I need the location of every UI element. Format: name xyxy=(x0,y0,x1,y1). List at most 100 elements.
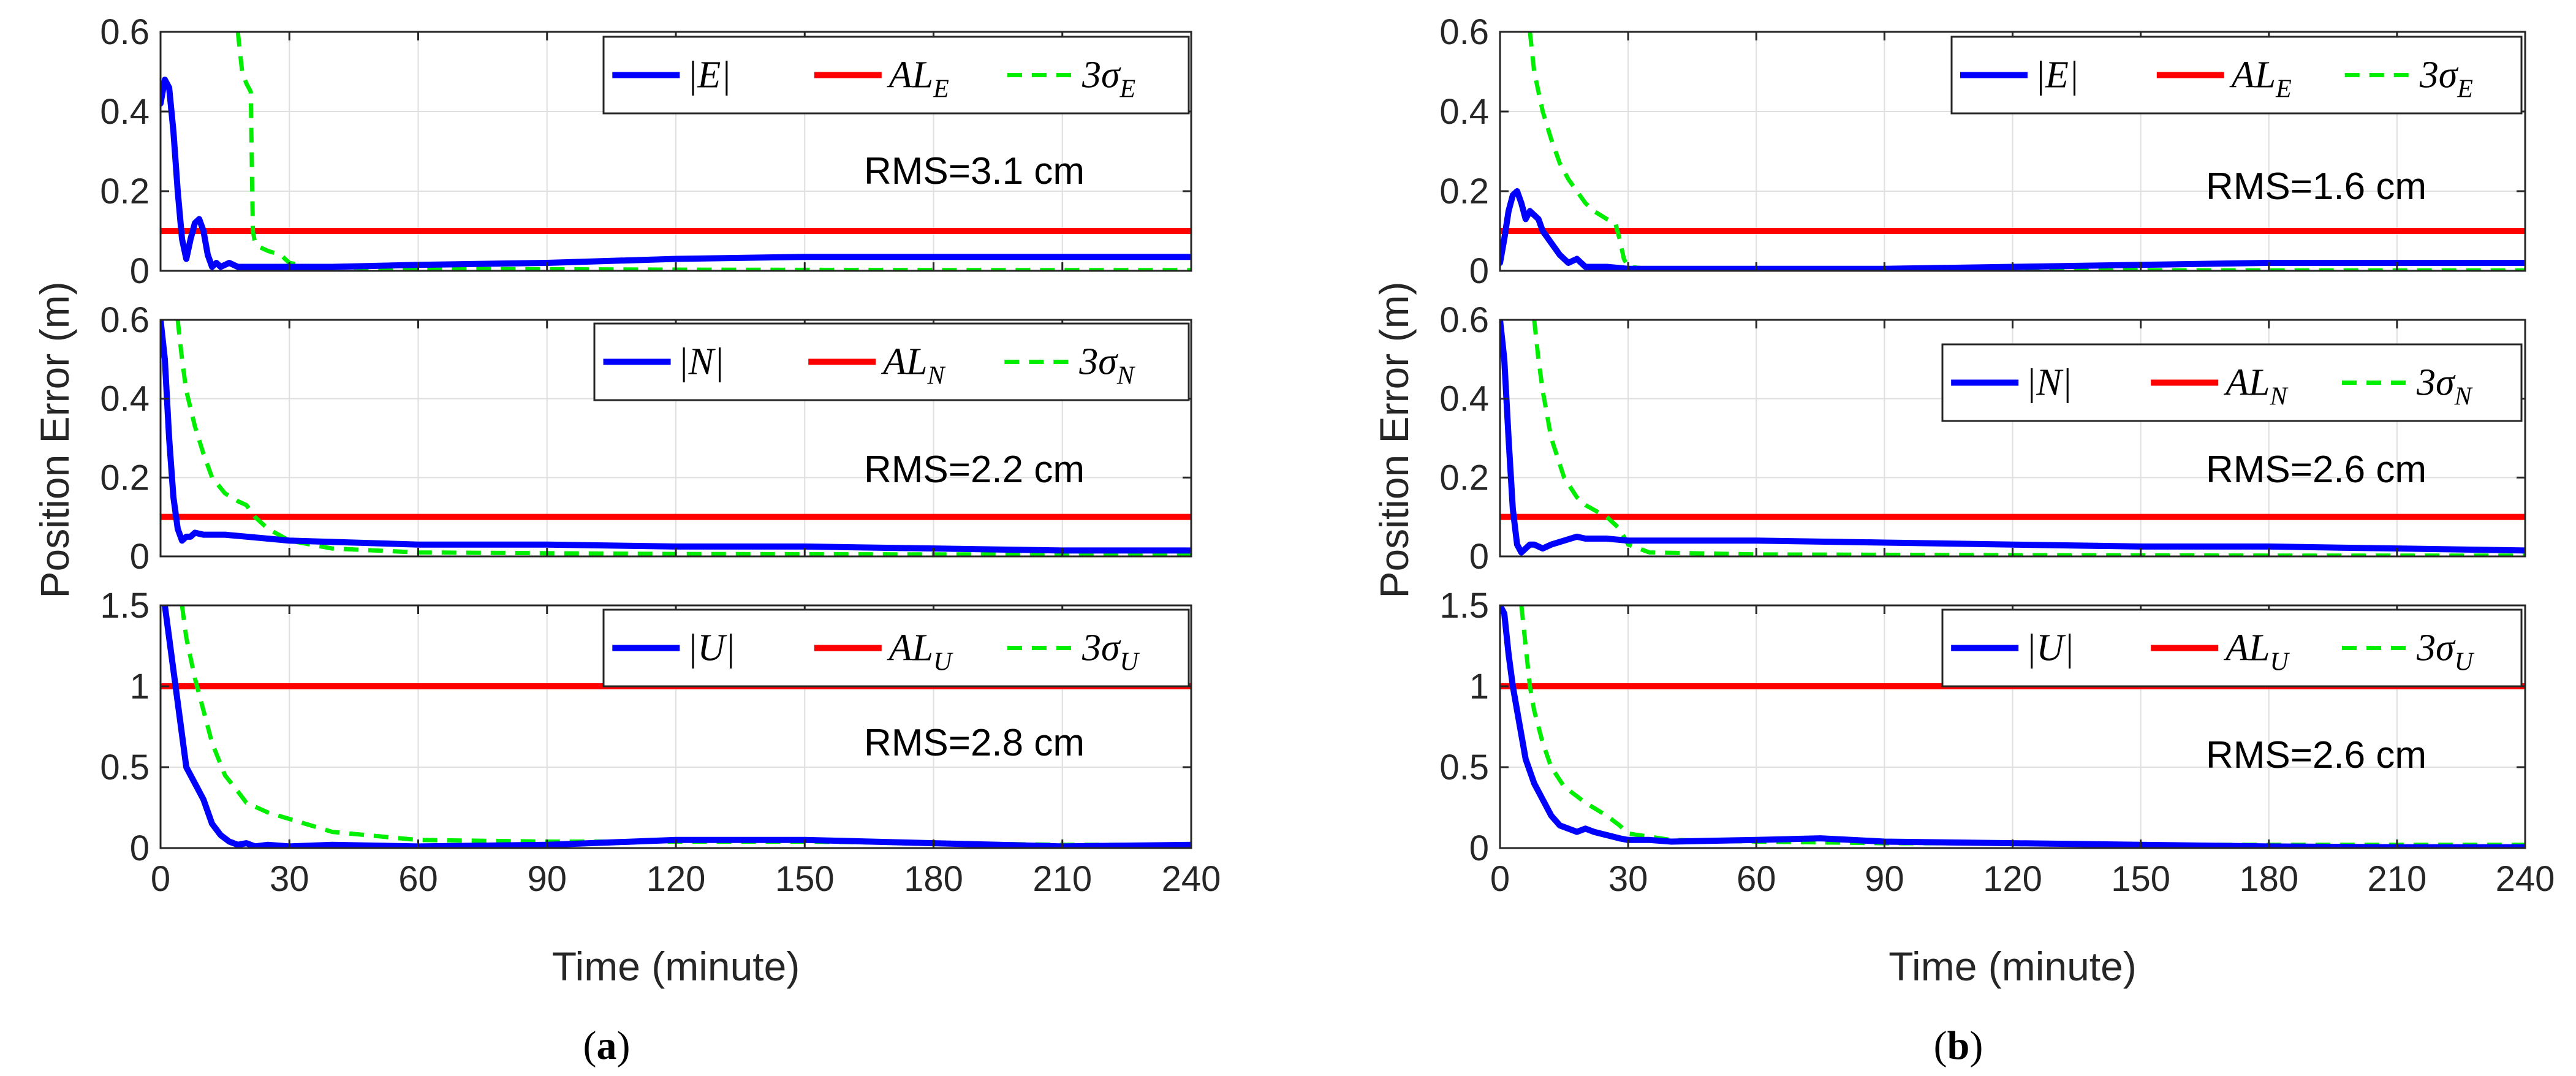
y-tick-label: 0.6 xyxy=(100,12,150,52)
sigma-series-line xyxy=(175,320,1191,556)
x-tick-label: 60 xyxy=(1737,859,1776,899)
legend: |N| ALN 3σN xyxy=(1941,343,2523,422)
legend-alert-limit-label: ALN xyxy=(2223,362,2288,411)
legend-sigma-label: 3σN xyxy=(2416,362,2473,411)
caption-letter: b xyxy=(1947,1023,1970,1068)
x-tick-label: 150 xyxy=(775,859,835,899)
legend-alert-limit-sub: N xyxy=(927,362,946,390)
legend: |E| AL E 3σE xyxy=(602,36,1190,115)
legend-alert-limit-label: ALN xyxy=(881,341,945,390)
legend-sigma-main: 3σ xyxy=(1082,55,1121,96)
legend-sigma-main: 3σ xyxy=(1078,341,1118,383)
legend-error-label: |E| xyxy=(2035,55,2079,96)
legend-alert-limit-main: AL xyxy=(887,627,933,669)
y-tick-label: 0 xyxy=(130,828,150,868)
caption-open-paren: ( xyxy=(583,1023,597,1068)
y-tick-label: 0 xyxy=(1469,251,1489,291)
legend-error-label: |U| xyxy=(687,627,735,669)
x-tick-label: 150 xyxy=(2111,859,2170,899)
plot-data xyxy=(161,32,1191,271)
legend-sigma-main: 3σ xyxy=(2416,627,2456,669)
error-series-line xyxy=(1500,605,2525,848)
y-tick-label: 0.2 xyxy=(100,172,150,211)
sigma-series-line xyxy=(235,32,1191,271)
legend-sigma-sub: N xyxy=(1116,362,1135,390)
legend-alert-limit-main: AL xyxy=(881,341,927,383)
y-tick-label: 1 xyxy=(1469,667,1489,707)
legend-alert-limit-sub: U xyxy=(933,648,953,676)
caption-open-paren: ( xyxy=(1934,1023,1947,1068)
x-tick-label: 240 xyxy=(2496,859,2555,899)
legend-alert-limit-main: AL xyxy=(2223,362,2270,404)
legend-alert-limit-label: ALU xyxy=(887,627,953,676)
legend: |N| ALN 3σN xyxy=(593,322,1190,401)
legend-box xyxy=(1941,343,2523,422)
legend-box xyxy=(602,608,1190,688)
x-tick-label: 90 xyxy=(527,859,567,899)
x-tick-label: 0 xyxy=(151,859,170,899)
x-tick-label: 180 xyxy=(2239,859,2298,899)
x-tick-label: 210 xyxy=(2367,859,2426,899)
y-tick-label: 0.2 xyxy=(1439,458,1489,498)
y-tick-label: 0.4 xyxy=(1439,379,1489,419)
rms-annotation: RMS=3.1 cm xyxy=(864,150,1085,192)
x-tick-label: 210 xyxy=(1032,859,1092,899)
y-tick-label: 0 xyxy=(1469,828,1489,868)
legend-error-label: |U| xyxy=(2026,627,2074,669)
y-tick-label: 0.2 xyxy=(100,458,150,498)
legend: |U| ALU 3σU xyxy=(1941,608,2523,688)
legend-alert-limit-main: AL xyxy=(2223,627,2270,669)
legend-error-label: |N| xyxy=(2026,362,2072,404)
y-tick-label: 0 xyxy=(1469,537,1489,577)
legend-sigma-sub: E xyxy=(1119,75,1136,104)
x-axis-label: Time (minute) xyxy=(552,944,800,989)
panel-caption: (b) xyxy=(1934,1023,1983,1068)
legend-box xyxy=(593,322,1190,401)
legend-alert-limit-sub: N xyxy=(2270,383,2289,411)
x-tick-label: 180 xyxy=(904,859,963,899)
y-tick-label: 0.5 xyxy=(100,748,150,787)
legend-alert-limit-sub: E xyxy=(2275,75,2292,104)
legend-alert-limit-sub: U xyxy=(2270,648,2290,676)
x-tick-label: 90 xyxy=(1865,859,1904,899)
x-tick-label: 30 xyxy=(270,859,309,899)
legend-alert-limit-label: ALU xyxy=(2223,627,2290,676)
error-series-line xyxy=(161,320,1191,554)
y-tick-label: 0.2 xyxy=(1439,172,1489,211)
legend: |E| ALE 3σE xyxy=(1950,36,2523,115)
rms-annotation: RMS=2.8 cm xyxy=(864,722,1085,764)
plot-data xyxy=(1500,320,2525,556)
legend-box xyxy=(602,36,1190,115)
y-tick-label: 0.6 xyxy=(1439,300,1489,340)
x-tick-label: 240 xyxy=(1162,859,1221,899)
caption-close-paren: ) xyxy=(617,1023,631,1068)
legend-alert-limit-main: AL xyxy=(887,55,933,96)
y-tick-label: 0.4 xyxy=(1439,92,1489,132)
error-series-line xyxy=(162,605,1191,848)
y-tick-label: 0.5 xyxy=(1439,748,1489,787)
error-series-line xyxy=(161,77,1191,270)
x-tick-label: 60 xyxy=(398,859,438,899)
legend-sigma-label: 3σE xyxy=(1082,55,1135,104)
caption-close-paren: ) xyxy=(1969,1023,1983,1068)
legend-sigma-main: 3σ xyxy=(2419,55,2459,96)
legend-sigma-sub: E xyxy=(2457,75,2473,104)
legend-box xyxy=(1941,608,2523,688)
legend-sigma-sub: U xyxy=(2455,648,2475,676)
error-series-line xyxy=(1500,188,2525,271)
legend-sigma-label: 3σN xyxy=(1078,341,1135,390)
legend-sigma-sub: N xyxy=(2454,383,2473,411)
y-tick-label: 1.5 xyxy=(1439,586,1489,626)
legend-sigma-label: 3σE xyxy=(2419,55,2473,104)
rms-annotation: RMS=2.2 cm xyxy=(864,449,1085,491)
legend-error-label: |E| xyxy=(687,55,731,96)
x-tick-label: 120 xyxy=(1983,859,2042,899)
plot-data xyxy=(161,320,1191,556)
y-tick-label: 0.6 xyxy=(100,300,150,340)
sigma-series-line xyxy=(1532,320,2525,556)
y-tick-label: 0.6 xyxy=(1439,12,1489,52)
x-tick-label: 30 xyxy=(1608,859,1648,899)
